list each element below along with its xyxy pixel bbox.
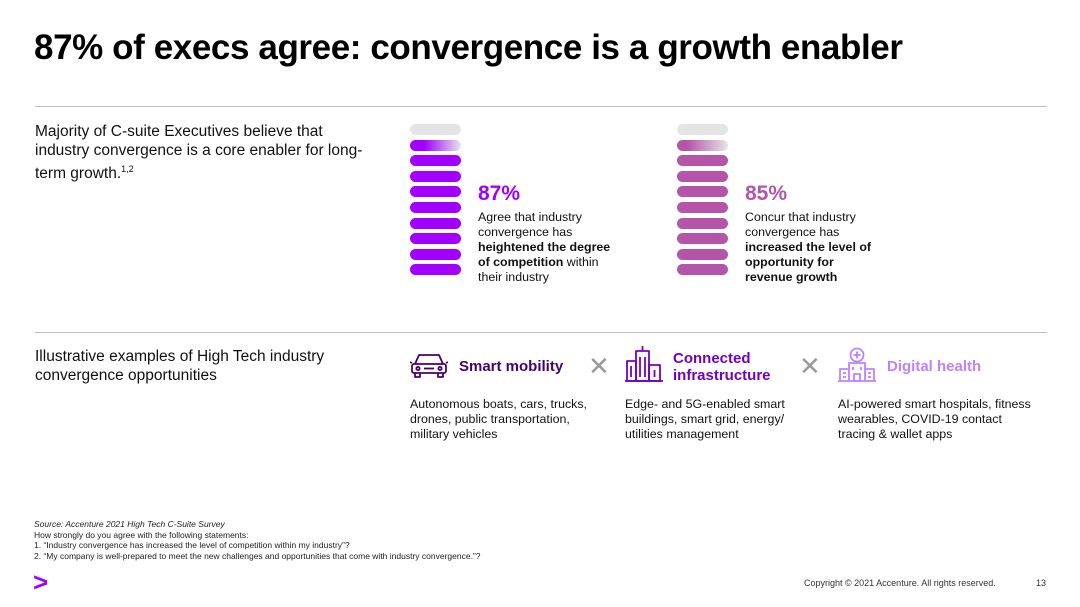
- stat-bold-line: heightened the degree: [478, 240, 611, 254]
- stat-percent-opportunity: 85%: [745, 182, 787, 206]
- example-title-digital-health: Digital health: [887, 358, 982, 375]
- stat-bold-line: of competition: [478, 255, 564, 269]
- value-pill: [410, 124, 461, 135]
- buildings-icon: [625, 346, 663, 382]
- value-pill: [410, 233, 461, 245]
- cross-icon: ✕: [588, 351, 610, 381]
- page-title: 87% of execs agree: convergence is a gro…: [34, 28, 903, 67]
- intro-body: Majority of C-suite Executives believe t…: [35, 123, 363, 183]
- value-pill: [410, 155, 461, 167]
- value-pill: [410, 202, 461, 213]
- stat-line: convergence has: [478, 225, 573, 239]
- accenture-logo: >: [33, 567, 49, 597]
- value-pill: [410, 139, 461, 151]
- stat-line: Concur that industry: [745, 210, 856, 224]
- stat-line-tail: within: [563, 255, 599, 269]
- example-desc-smart-mobility: Autonomous boats, cars, trucks, drones, …: [410, 397, 587, 441]
- middle-divider: [35, 332, 1047, 333]
- stat-bold-line: increased the level of: [745, 240, 872, 254]
- hospital-icon: [838, 347, 876, 382]
- footnote-1: 1. “Industry convergence has increased t…: [34, 540, 350, 550]
- examples-intro: Illustrative examples of High Tech indus…: [35, 348, 325, 384]
- stat-percent-value: 87%: [478, 182, 521, 205]
- example-desc-connected-infrastructure: Edge- and 5G-enabled smart buildings, sm…: [625, 397, 785, 441]
- stat-description-opportunity: Concur that industry convergence has inc…: [745, 210, 915, 285]
- pill-stack-opportunity: [677, 124, 728, 284]
- value-pill: [410, 264, 461, 276]
- stat-percent-competition: 87%: [478, 182, 520, 206]
- page-number: 13: [1036, 578, 1047, 588]
- value-pill: [677, 186, 728, 198]
- value-pill: [677, 202, 728, 213]
- value-pill: [677, 155, 728, 167]
- value-pill: [677, 124, 728, 135]
- footnote-2: 2. “My company is well-prepared to meet …: [34, 550, 481, 561]
- pill-stack-competition: [410, 124, 461, 284]
- example-title-connected-infrastructure: Connected infrastructure: [673, 350, 771, 384]
- stat-percent-value: 85%: [745, 182, 788, 205]
- footnote-source: Source: Accenture 2021 High Tech C-Suite…: [34, 519, 225, 529]
- value-pill: [677, 248, 728, 260]
- footnote-question: How strongly do you agree with the follo…: [34, 529, 249, 540]
- stat-line: their industry: [478, 270, 549, 284]
- example-desc-digital-health: AI-powered smart hospitals, fitness wear…: [838, 397, 1031, 441]
- value-pill: [410, 186, 461, 198]
- example-title-line: infrastructure: [673, 367, 771, 384]
- intro-footnote-ref: 1,2: [121, 164, 134, 174]
- value-pill: [410, 170, 461, 182]
- copyright-text: Copyright © 2021 Accenture. All rights r…: [804, 578, 996, 588]
- stat-line: Agree that industry: [478, 210, 583, 224]
- car-icon: [410, 354, 448, 378]
- stat-bold-line: revenue growth: [745, 270, 838, 284]
- value-pill: [677, 264, 728, 276]
- value-pill: [677, 170, 728, 182]
- value-pill: [677, 233, 728, 245]
- value-pill: [410, 248, 461, 260]
- example-title-line: Connected: [673, 350, 751, 367]
- stat-description-competition: Agree that industry convergence has heig…: [478, 210, 648, 285]
- value-pill: [410, 217, 461, 229]
- cross-icon: ✕: [799, 351, 821, 381]
- stat-line: convergence has: [745, 225, 840, 239]
- example-title-smart-mobility: Smart mobility: [459, 358, 564, 375]
- footnotes: Source: Accenture 2021 High Tech C-Suite…: [34, 519, 480, 561]
- stat-bold-line: opportunity for: [745, 255, 834, 269]
- intro-text: Majority of C-suite Executives believe t…: [35, 122, 365, 183]
- value-pill: [677, 139, 728, 151]
- value-pill: [677, 217, 728, 229]
- top-divider: [35, 106, 1047, 107]
